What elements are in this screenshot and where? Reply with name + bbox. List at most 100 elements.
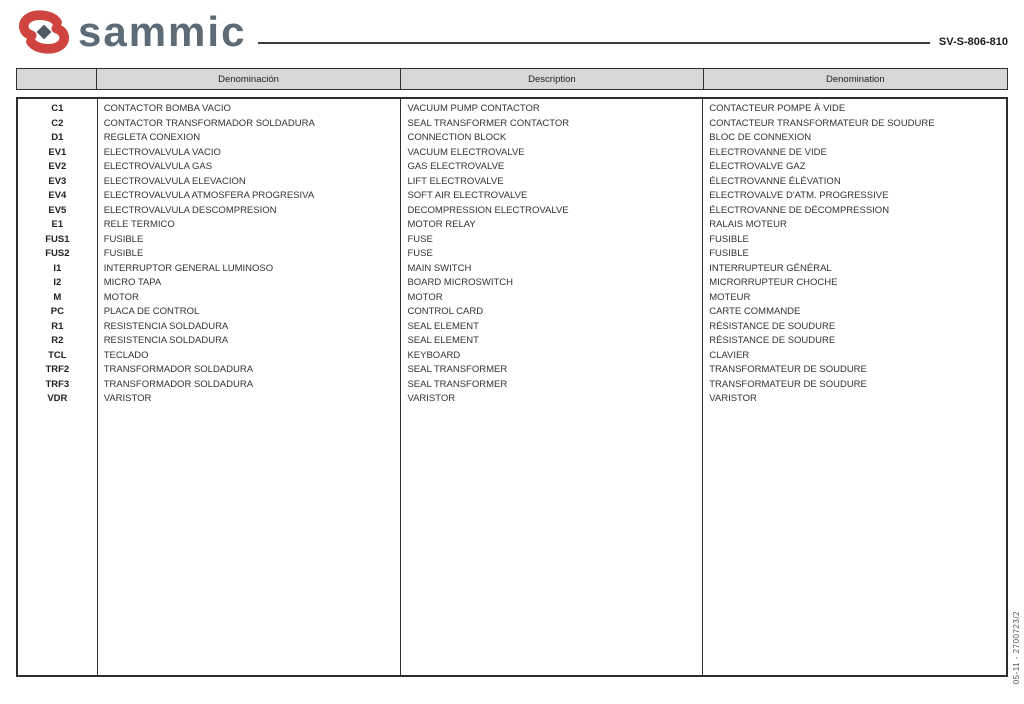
- row-text-fr: ELECTROVANNE DE VIDE: [709, 146, 827, 158]
- header-divider-line: [258, 42, 930, 44]
- row-text-en: SEAL ELEMENT: [407, 335, 479, 346]
- row-code: FUS1: [45, 233, 70, 245]
- row-text-fr: FUSIBLE: [709, 248, 749, 259]
- row-code: EV1: [48, 146, 67, 158]
- row-text-fr: CONTACTEUR TRANSFORMATEUR DE SOUDURE: [709, 117, 935, 129]
- row-text-fr: ÉLECTROVANNE DE DÉCOMPRESSION: [709, 204, 890, 216]
- row-text-fr: BLOC DE CONNEXION: [709, 132, 812, 143]
- header-cell-code: [17, 69, 96, 89]
- row-text-fr: RALAIS MOTEUR: [709, 219, 787, 230]
- row-text-es: INTERRUPTOR GENERAL LUMINOSO: [103, 262, 274, 274]
- row-text-es: CONTACTOR BOMBA VACIO: [103, 103, 231, 114]
- header-cell-denominacion: Denominación: [95, 69, 400, 89]
- document-number: SV-S-806-810: [938, 36, 1008, 48]
- legend-table-body: C1 C2 D1 EV1 EV2 EV3 EV4 EV5 E1 FUS1 FUS2 I1 I2 M PC R1…: [16, 97, 1008, 677]
- row-text-es: ELECTROVALVULA ELEVACION: [103, 175, 246, 187]
- row-text-es: RESISTENCIA SOLDADURA: [103, 320, 229, 332]
- row-text-es: ELECTROVALVULA ATMOSFERA PROGRESIVA: [103, 190, 315, 201]
- logo-wordmark: sammic: [78, 8, 247, 55]
- row-text-en: DECOMPRESSION ELECTROVALVE: [407, 204, 569, 216]
- row-text-es: MOTOR: [103, 291, 139, 303]
- row-text-en: VACUUM PUMP CONTACTOR: [407, 103, 540, 114]
- row-code: TCL: [48, 349, 67, 361]
- row-text-en: MAIN SWITCH: [407, 262, 472, 274]
- row-text-en: SEAL ELEMENT: [407, 320, 479, 332]
- row-text-en: KEYBOARD: [407, 349, 461, 361]
- header-cell-description: Description: [400, 69, 702, 89]
- row-code: R2: [51, 335, 64, 346]
- row-text-es: TRANSFORMADOR SOLDADURA: [103, 378, 254, 390]
- row-text-fr: MICRORRUPTEUR CHOCHE: [709, 277, 838, 288]
- row-text-en: GAS ELECTROVALVE: [407, 161, 505, 172]
- row-code: TRF2: [45, 364, 70, 375]
- row-text-es: FUSIBLE: [103, 248, 144, 259]
- row-text-es: MICRO TAPA: [103, 277, 162, 288]
- row-text-es: ELECTROVALVULA GAS: [103, 161, 213, 172]
- row-text-en: SEAL TRANSFORMER: [407, 378, 508, 390]
- row-text-en: LIFT ELECTROVALVE: [407, 175, 504, 187]
- row-text-es: TRANSFORMADOR SOLDADURA: [103, 364, 254, 375]
- row-text-es: RESISTENCIA SOLDADURA: [103, 335, 229, 346]
- row-text-fr: ÉLECTROVANNE ÉLÉVATION: [709, 175, 841, 187]
- row-code: I2: [53, 277, 62, 288]
- row-code: I1: [53, 262, 62, 274]
- row-text-en: FUSE: [407, 248, 433, 259]
- row-code: EV4: [48, 190, 67, 201]
- legend-table-header: Denominación Description Denomination: [16, 68, 1008, 90]
- column-codes: C1 C2 D1 EV1 EV2 EV3 EV4 EV5 E1 FUS1 FUS2 I1 I2 M PC R1…: [18, 99, 97, 675]
- row-code: M: [53, 291, 62, 303]
- row-text-fr: TRANSFORMATEUR DE SOUDURE: [709, 364, 867, 375]
- row-text-fr: CLAVIER: [709, 349, 750, 361]
- row-text-en: SEAL TRANSFORMER CONTACTOR: [407, 117, 570, 129]
- row-text-es: PLACA DE CONTROL: [103, 306, 200, 317]
- row-code: C2: [51, 117, 64, 129]
- row-code: FUS2: [45, 248, 70, 259]
- column-denominacion: CONTACTOR BOMBA VACIO CONTACTOR TRANSFORM…: [96, 99, 401, 675]
- row-code: C1: [51, 103, 64, 114]
- header-cell-denomination: Denomination: [702, 69, 1007, 89]
- row-text-fr: TRANSFORMATEUR DE SOUDURE: [709, 378, 867, 390]
- row-code: E1: [51, 219, 64, 230]
- sammic-s-icon: [18, 10, 70, 54]
- row-text-fr: CONTACTEUR POMPE À VIDE: [709, 103, 846, 114]
- row-text-en: SOFT AIR ELECTROVALVE: [407, 190, 528, 201]
- row-text-en: CONTROL CARD: [407, 306, 484, 317]
- side-reference-note: 05-11 - 2700723/2: [1012, 610, 1021, 684]
- row-code: EV2: [48, 161, 67, 172]
- row-text-en: SEAL TRANSFORMER: [407, 364, 508, 375]
- row-text-fr: ÉLECTROVALVE GAZ: [709, 161, 806, 172]
- row-text-es: ELECTROVALVULA VACIO: [103, 146, 221, 158]
- row-code: D1: [51, 132, 64, 143]
- row-text-fr: MOTEUR: [709, 291, 751, 303]
- row-code: EV3: [48, 175, 67, 187]
- row-text-fr: FUSIBLE: [709, 233, 749, 245]
- row-text-en: VACUUM ELECTROVALVE: [407, 146, 525, 158]
- row-text-es: CONTACTOR TRANSFORMADOR SOLDADURA: [103, 117, 315, 129]
- row-text-fr: INTERRUPTEUR GÉNÉRAL: [709, 262, 832, 274]
- row-text-es: ELECTROVALVULA DESCOMPRESION: [103, 204, 277, 216]
- row-code: VDR: [47, 393, 68, 404]
- row-code: TRF3: [45, 378, 70, 390]
- row-text-fr: VARISTOR: [709, 393, 757, 404]
- row-text-en: VARISTOR: [407, 393, 456, 404]
- row-code: EV5: [48, 204, 67, 216]
- row-text-es: TECLADO: [103, 349, 149, 361]
- row-text-es: FUSIBLE: [103, 233, 144, 245]
- row-text-en: MOTOR: [407, 291, 443, 303]
- row-text-fr: ELECTROVALVE D'ATM. PROGRESSIVE: [709, 190, 889, 201]
- sammic-logo: sammic: [16, 8, 246, 56]
- row-text-es: REGLETA CONEXION: [103, 132, 201, 143]
- row-code: R1: [51, 320, 64, 332]
- column-description: VACUUM PUMP CONTACTOR SEAL TRANSFORMER CO…: [400, 99, 702, 675]
- row-text-en: MOTOR RELAY: [407, 219, 476, 230]
- row-text-en: BOARD MICROSWITCH: [407, 277, 514, 288]
- row-text-en: CONNECTION BLOCK: [407, 132, 507, 143]
- row-text-fr: CARTE COMMANDE: [709, 306, 801, 317]
- row-text-fr: RÉSISTANCE DE SOUDURE: [709, 335, 836, 346]
- row-text-es: VARISTOR: [103, 393, 152, 404]
- row-text-en: FUSE: [407, 233, 433, 245]
- row-code: PC: [50, 306, 64, 317]
- column-denomination: CONTACTEUR POMPE À VIDE CONTACTEUR TRANSF…: [702, 99, 1006, 675]
- row-text-es: RELE TERMICO: [103, 219, 175, 230]
